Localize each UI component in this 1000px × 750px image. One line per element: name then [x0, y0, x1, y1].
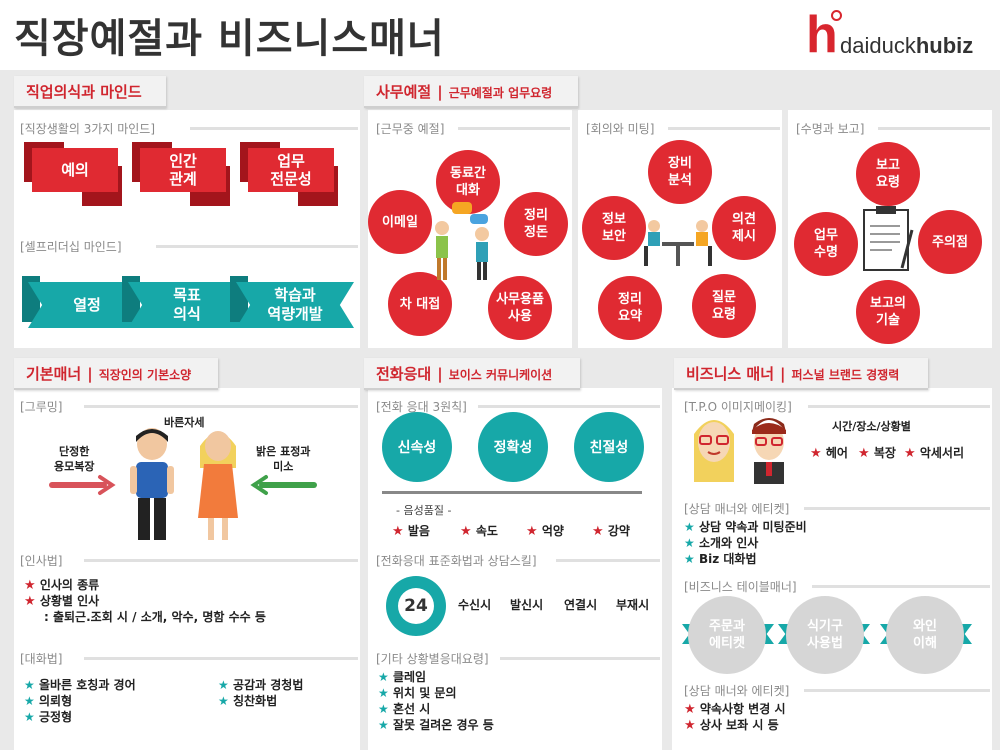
- section-title-phone: 전화응대 | 보이스 커뮤니케이션: [364, 358, 580, 390]
- meeting-item-bubble: 정보 보안: [582, 196, 646, 260]
- standard-item: 발신시: [510, 598, 544, 612]
- principle-circle: 신속성: [382, 412, 452, 482]
- report-item-bubble: 보고 요령: [856, 142, 920, 206]
- subsection-label: [기타 상황별응대요령]: [376, 652, 489, 666]
- list-item: ★ 복장: [858, 446, 896, 461]
- meeting-item-bubble: 장비 분석: [648, 140, 712, 204]
- list-item: ★ 클레임: [378, 670, 427, 684]
- list-item: ★ Biz 대화법: [684, 552, 757, 566]
- list-item: ★ 발음: [392, 524, 430, 539]
- work-item-bubble: 사무용품 사용: [488, 276, 552, 340]
- list-item: ★ 칭찬화법: [218, 694, 278, 708]
- list-item: ★ 올바른 호칭과 경어: [24, 678, 136, 692]
- mindset-banner: 업무 전문성: [240, 142, 338, 206]
- list-item: ★ 강약: [592, 524, 630, 539]
- list-item: ★ 악세서리: [904, 446, 965, 461]
- list-item: ★ 상사 보좌 시 등: [684, 718, 779, 733]
- subsection-label: [회의와 미팅]: [586, 122, 655, 136]
- arrow-right-icon: [49, 475, 116, 495]
- list-item: ★ 인사의 종류: [24, 578, 100, 593]
- principle-circle: 정확성: [478, 412, 548, 482]
- work-item-bubble: 차 대접: [388, 272, 452, 336]
- greeting-note: : 출퇴근.조회 시 / 소개, 악수, 명함 수수 등: [44, 610, 266, 624]
- subsection-label: [셀프리더십 마인드]: [20, 240, 122, 254]
- principle-circle: 친절성: [574, 412, 644, 482]
- subsection-label: [전화응대 표준화법과 상담스킬]: [376, 554, 537, 568]
- grooming-right-label: 밝은 표정과 미소: [256, 445, 311, 473]
- list-item: ★ 잘못 걸려온 경우 등: [378, 718, 494, 732]
- basic-manner-panel: [14, 388, 360, 750]
- work-item-bubble: 이메일: [368, 190, 432, 254]
- meeting-item-bubble: 질문 요령: [692, 274, 756, 338]
- daiduckhubiz-logo: h daiduckhubiz: [806, 6, 974, 64]
- subsection-label: [수명과 보고]: [796, 122, 865, 136]
- grooming-left-label: 단정한 용모복장: [54, 445, 95, 473]
- voice-quality-label: - 음성품질 -: [396, 504, 452, 517]
- woman-avatar-illustration: [694, 420, 734, 482]
- subsection-label: [직장생활의 3가지 마인드]: [20, 122, 156, 136]
- standard-item: 수신시: [458, 598, 492, 612]
- list-item: ★ 위치 및 문의: [378, 686, 457, 700]
- page-title: 직장예절과 비즈니스매너: [14, 16, 445, 62]
- list-item: ★ 헤어: [810, 446, 848, 461]
- subsection-label: [인사법]: [20, 554, 63, 568]
- coworkers-talking-illustration: [435, 202, 489, 280]
- list-item: ★ 속도: [460, 524, 498, 539]
- man-figure-illustration: [130, 428, 174, 540]
- table-manner-circle: 와인 이해: [886, 596, 964, 674]
- standard-item: 연결시: [564, 598, 598, 612]
- woman-figure-illustration: [198, 431, 238, 540]
- subsection-label: [전화 응대 3원칙]: [376, 400, 467, 414]
- table-manner-circle: 식기구 사용법: [786, 596, 864, 674]
- mindset-banner: 인간 관계: [132, 142, 230, 206]
- list-item: ★ 소개와 인사: [684, 536, 759, 550]
- self-leadership-chevron: 목표 의식: [128, 282, 246, 328]
- self-leadership-chevron: 학습과 역량개발: [236, 282, 354, 328]
- table-manner-circle: 주문과 에티켓: [688, 596, 766, 674]
- subsection-label: [그루밍]: [20, 400, 63, 414]
- section-title-mind: 직업의식과 마인드: [14, 76, 166, 108]
- section-title-basic: 기본매너 | 직장인의 기본소양: [14, 358, 218, 390]
- list-item: ★ 혼선 시: [378, 702, 431, 716]
- subsection-label: [상담 매너와 에티켓]: [684, 684, 790, 698]
- list-item: ★ 약속사항 변경 시: [684, 702, 786, 717]
- work-item-bubble: 정리 정돈: [504, 192, 568, 256]
- standard-item: 부재시: [616, 598, 650, 612]
- subsection-label: [근무중 예절]: [376, 122, 445, 136]
- list-item: ★ 의뢰형: [24, 694, 73, 708]
- tpo-heading: 시간/장소/상황별: [832, 420, 911, 433]
- list-item: ★ 공감과 경청법: [218, 678, 304, 692]
- report-item-bubble: 보고의 기술: [856, 280, 920, 344]
- man-avatar-illustration: [752, 418, 786, 484]
- list-item: ★ 상황별 인사: [24, 594, 100, 609]
- posture-label: 바른자세: [164, 416, 205, 429]
- subsection-label: [비즈니스 테이블매너]: [684, 580, 797, 594]
- support-24-icon: 24: [386, 576, 446, 636]
- report-item-bubble: 주의점: [918, 210, 982, 274]
- list-item: ★ 상담 약속과 미팅준비: [684, 520, 807, 534]
- subsection-label: [상담 매너와 에티켓]: [684, 502, 790, 516]
- meeting-table-illustration: [644, 220, 712, 266]
- meeting-item-bubble: 의견 제시: [712, 196, 776, 260]
- section-title-office: 사무예절 | 근무예절과 업무요령: [364, 76, 578, 108]
- mindset-banner: 예의: [24, 142, 122, 206]
- report-item-bubble: 업무 수명: [794, 212, 858, 276]
- list-item: ★ 긍정형: [24, 710, 73, 724]
- list-item: ★ 억양: [526, 524, 564, 539]
- subsection-label: [T.P.O 이미지메이킹]: [684, 400, 792, 414]
- section-title-biz: 비즈니스 매너 | 퍼스널 브랜드 경쟁력: [674, 358, 928, 390]
- subsection-label: [대화법]: [20, 652, 63, 666]
- arrow-left-icon: [250, 475, 317, 495]
- clipboard-icon: [863, 206, 914, 271]
- meeting-item-bubble: 정리 요약: [598, 276, 662, 340]
